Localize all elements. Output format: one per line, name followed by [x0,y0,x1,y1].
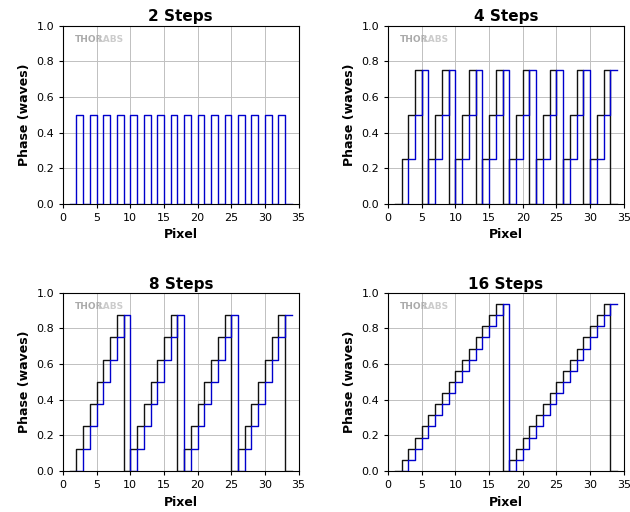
X-axis label: Pixel: Pixel [164,496,198,508]
Text: THOR: THOR [400,34,428,44]
X-axis label: Pixel: Pixel [489,228,523,241]
Title: 8 Steps: 8 Steps [149,276,213,292]
Text: THOR: THOR [75,34,103,44]
Y-axis label: Phase (waves): Phase (waves) [343,63,356,166]
Text: LABS: LABS [97,302,123,311]
Text: THOR: THOR [75,302,103,311]
Y-axis label: Phase (waves): Phase (waves) [343,331,356,433]
Title: 16 Steps: 16 Steps [468,276,544,292]
X-axis label: Pixel: Pixel [489,496,523,508]
Title: 2 Steps: 2 Steps [149,9,213,25]
Y-axis label: Phase (waves): Phase (waves) [18,331,31,433]
Text: LABS: LABS [422,302,449,311]
Text: LABS: LABS [422,34,449,44]
Title: 4 Steps: 4 Steps [474,9,538,25]
Text: THOR: THOR [400,302,428,311]
X-axis label: Pixel: Pixel [164,228,198,241]
Text: LABS: LABS [97,34,123,44]
Y-axis label: Phase (waves): Phase (waves) [18,63,31,166]
